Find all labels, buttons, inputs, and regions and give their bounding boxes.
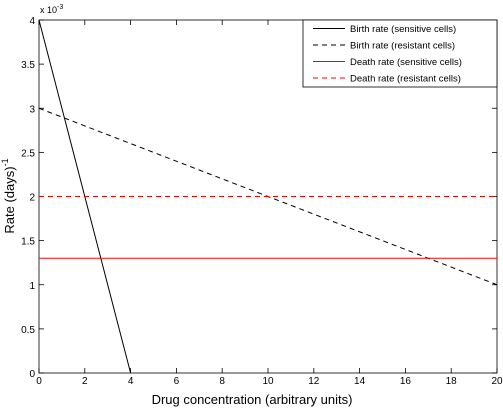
x-tick-label: 14 [354,376,366,387]
y-tick-label: 3 [29,104,35,115]
x-tick-label: 4 [128,376,134,387]
y-axis-label-group: Rate (days)-1 [0,158,17,233]
y-axis-label-exponent: -1 [0,158,10,166]
x-tick-label: 6 [174,376,180,387]
x-tick-label: 18 [446,376,458,387]
x-tick-label: 20 [491,376,503,387]
legend-label: Birth rate (resistant cells) [350,41,455,52]
y-tick-label: 1.5 [21,237,35,248]
x-tick-label: 10 [262,376,274,387]
y-tick-label: 2.5 [21,148,35,159]
y-tick-label: 3.5 [21,60,35,71]
y-axis-label: Rate (days)-1 [0,158,17,233]
x-axis-label: Drug concentration (arbitrary units) [152,392,353,407]
x-tick-label: 0 [36,376,42,387]
legend-box [302,19,498,88]
x-tick-label: 8 [219,376,225,387]
y-multiplier-exponent: -3 [57,4,63,11]
x-tick-label: 16 [400,376,412,387]
y-axis-label-text: Rate (days) [2,166,17,233]
y-tick-label: 0 [29,369,35,380]
y-multiplier-base: x 10 [40,5,57,15]
legend-label: Death rate (resistant cells) [350,74,461,85]
x-tick-label: 2 [82,376,88,387]
legend-label: Death rate (sensitive cells) [350,57,462,68]
x-tick-label: 12 [308,376,320,387]
y-tick-label: 4 [29,16,35,27]
legend-label: Birth rate (sensitive cells) [350,24,456,35]
y-tick-label: 0.5 [21,325,35,336]
y-tick-label: 2 [29,193,35,204]
y-multiplier: x 10-3 [40,4,63,15]
y-tick-label: 1 [29,281,35,292]
